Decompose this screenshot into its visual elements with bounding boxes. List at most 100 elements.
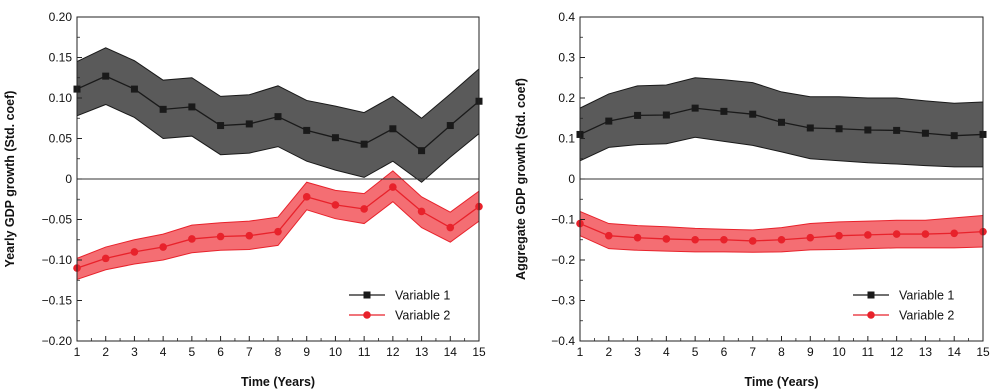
data-point-series-2 [835, 231, 843, 240]
x-tick-label: 7 [246, 345, 253, 359]
x-tick-label: 7 [749, 345, 756, 359]
y-tick-label: −0.05 [42, 213, 73, 227]
x-tick-label: 3 [131, 345, 138, 359]
x-tick-label: 5 [692, 345, 699, 359]
y-tick-label: −0.15 [42, 294, 73, 308]
legend: Variable 1 Variable 2 [349, 289, 450, 323]
legend-marker-square [363, 291, 371, 299]
confidence-band-series-2 [580, 211, 983, 253]
x-tick-label: 14 [948, 345, 962, 359]
data-point-series-1 [634, 111, 642, 119]
data-point-series-1 [303, 126, 311, 134]
data-point-series-2 [864, 231, 872, 239]
data-point-series-1 [102, 72, 110, 80]
chart-yearly-gdp: 1 2 3 4 5 6 7 8 9 10 11 12 13 14 150.200.150.100.050−0… [3, 10, 486, 389]
band-upper-edge-series-1 [579, 77, 984, 109]
x-tick-label: 11 [358, 345, 371, 359]
x-tick-label: 15 [976, 345, 990, 359]
data-point-series-2 [777, 235, 786, 244]
x-tick-label: 9 [807, 345, 814, 359]
data-point-series-1 [159, 105, 167, 113]
data-point-series-2 [806, 233, 815, 242]
band-upper-edge-series-2 [579, 210, 984, 231]
x-axis-label: Time (Years) [241, 375, 315, 389]
x-tick-label: 15 [472, 345, 486, 359]
data-point-series-2 [633, 233, 642, 242]
data-point-series-2 [159, 243, 167, 251]
x-tick-label: 10 [329, 345, 343, 359]
data-point-series-2 [188, 235, 196, 243]
data-point-series-1 [331, 134, 339, 142]
data-point-series-1 [217, 122, 225, 130]
data-point-series-2 [720, 235, 728, 244]
data-point-series-1 [950, 132, 958, 140]
data-point-series-1 [806, 124, 814, 132]
data-point-series-2 [360, 205, 368, 213]
y-tick-label: 0.2 [558, 91, 575, 105]
x-tick-label: 4 [663, 345, 670, 359]
x-tick-label: 2 [605, 345, 612, 359]
data-point-series-2 [748, 237, 757, 245]
data-point-series-1 [188, 103, 196, 111]
band-lower-edge-series-1 [76, 103, 480, 183]
legend-marker-circle [363, 311, 371, 319]
y-tick-label: −0.1 [551, 213, 575, 227]
x-tick-label: 14 [444, 345, 458, 359]
x-tick-label: 13 [415, 345, 429, 359]
y-tick-label: 0.1 [558, 132, 575, 146]
y-axis-label: Yearly GDP growth (Std. coef) [3, 91, 17, 268]
data-point-series-1 [418, 147, 426, 155]
legend-marker-square [867, 291, 875, 299]
data-point-series-2 [331, 201, 340, 209]
x-tick-label: 1 [74, 345, 81, 359]
y-tick-label: 0.15 [49, 51, 73, 65]
x-tick-label: 8 [778, 345, 785, 359]
data-point-series-1 [389, 125, 397, 133]
data-point-series-2 [662, 235, 671, 243]
y-tick-label: −0.20 [42, 334, 73, 348]
data-point-series-2 [691, 235, 699, 244]
data-point-series-1 [720, 107, 728, 115]
band-lower-edge-series-2 [76, 201, 480, 280]
y-axis-label: Aggregate GDP growth (Std. coef) [514, 78, 528, 280]
data-point-series-2 [921, 230, 930, 238]
x-tick-label: 5 [189, 345, 196, 359]
data-point-series-1 [691, 104, 699, 112]
y-tick-label: 0 [568, 172, 575, 186]
legend-label: Variable 2 [899, 309, 954, 323]
data-point-series-2 [130, 248, 139, 256]
y-tick-label: 0.05 [49, 132, 73, 146]
legend-label: Variable 1 [899, 289, 954, 303]
y-tick-label: 0.4 [558, 10, 575, 24]
chart-aggregate-gdp: 1 2 3 4 5 6 7 8 9 10 11 12 13 14 150.40.30.20.10−0.1−0… [514, 10, 990, 389]
x-tick-label: 11 [862, 345, 875, 359]
y-tick-label: 0.20 [49, 10, 73, 24]
x-tick-label: 3 [634, 345, 641, 359]
data-point-series-1 [864, 126, 872, 134]
x-tick-label: 4 [160, 345, 167, 359]
legend: Variable 1 Variable 2 [853, 289, 954, 323]
band-upper-edge-series-1 [76, 47, 480, 119]
data-point-series-2 [950, 229, 959, 238]
x-tick-label: 13 [919, 345, 933, 359]
data-point-series-2 [101, 254, 110, 263]
x-tick-label: 12 [386, 345, 400, 359]
data-point-series-2 [389, 183, 397, 191]
data-point-series-1 [245, 120, 253, 128]
legend-label: Variable 1 [395, 289, 450, 303]
data-point-series-1 [360, 140, 368, 148]
data-point-series-2 [446, 223, 455, 232]
x-tick-label: 12 [890, 345, 904, 359]
y-tick-label: 0 [65, 172, 72, 186]
x-tick-label: 10 [832, 345, 846, 359]
data-point-series-2 [892, 230, 901, 238]
data-point-series-2 [274, 227, 282, 236]
legend-label: Variable 2 [395, 309, 450, 323]
data-point-series-2 [216, 232, 225, 241]
x-tick-label: 2 [102, 345, 109, 359]
x-tick-label: 9 [303, 345, 310, 359]
x-axis-label: Time (Years) [744, 375, 818, 389]
data-point-series-1 [446, 122, 454, 130]
y-tick-label: −0.2 [551, 253, 575, 267]
